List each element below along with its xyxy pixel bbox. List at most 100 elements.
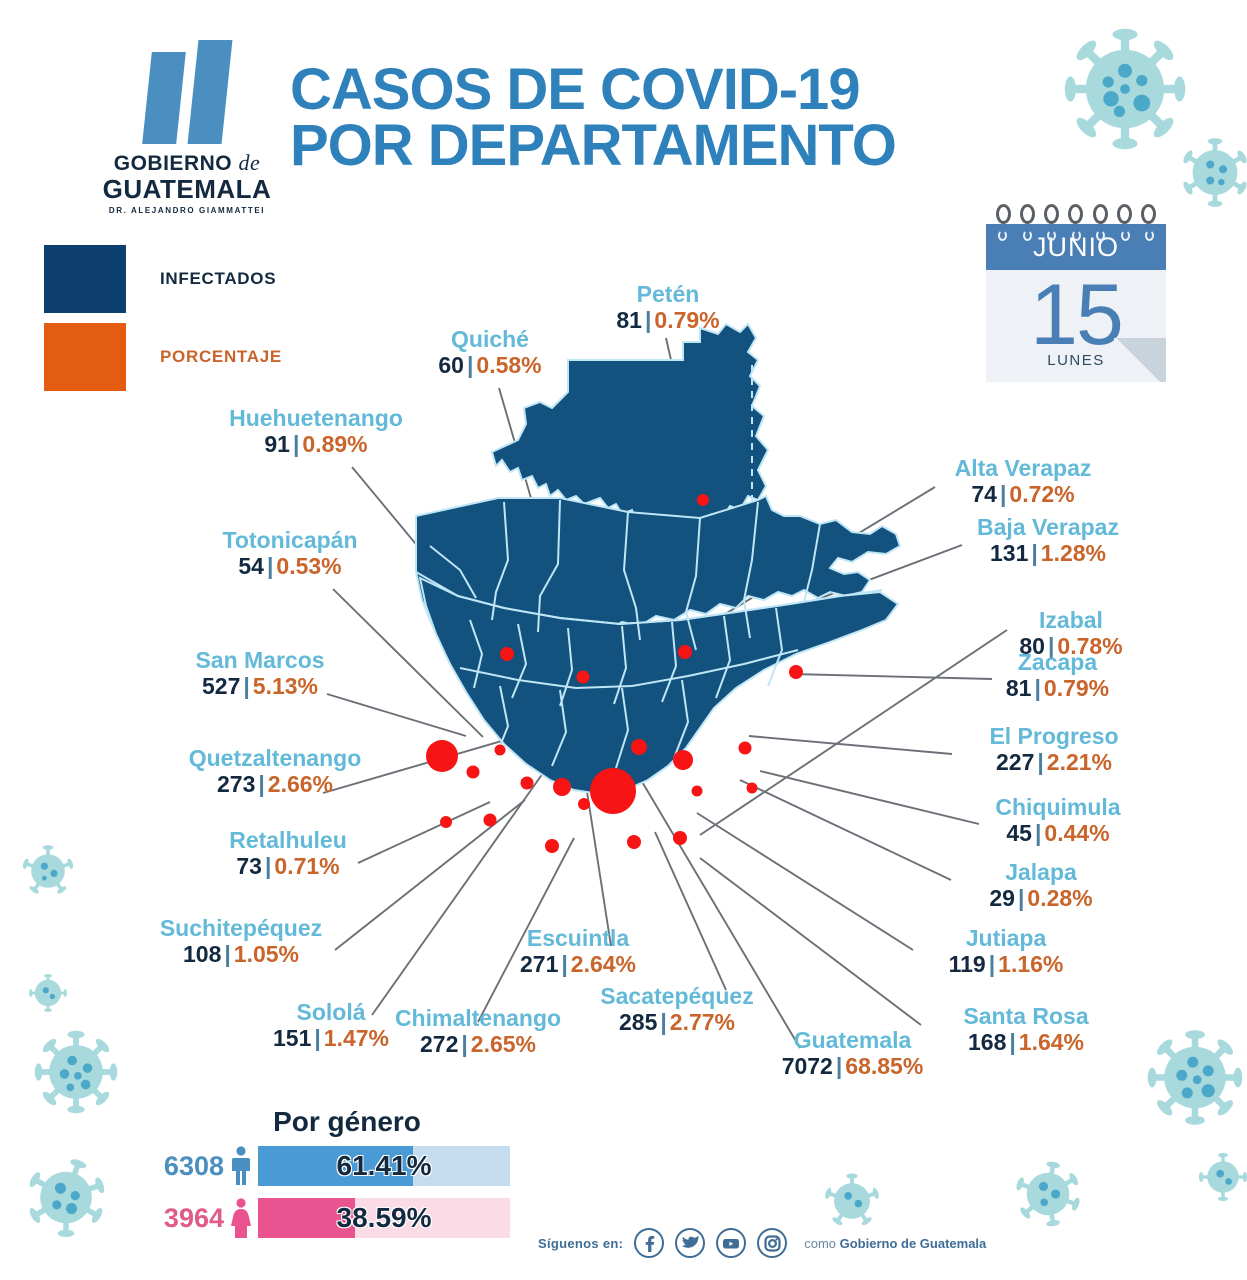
label-santa-rosa: Santa Rosa 168 | 1.64%	[916, 1003, 1136, 1056]
label-alta-verapaz-percent: 0.72%	[1009, 480, 1075, 507]
label-chiquimula-name: Chiquimula	[995, 794, 1121, 820]
label-el-progreso-name: El Progreso	[989, 723, 1119, 749]
map-dot-suchitepequez	[483, 813, 497, 827]
label-chimaltenango-percent: 2.65%	[470, 1030, 537, 1057]
label-san-marcos-name: San Marcos	[195, 647, 325, 673]
label-escuintla-name: Escuintla	[526, 925, 630, 951]
map-dot-alta-verapaz	[678, 645, 692, 659]
label-san-marcos: San Marcos 527 | 5.13%	[160, 647, 360, 700]
map-case-dots	[426, 494, 803, 853]
gender-row-female: 3964 38.59%	[140, 1196, 510, 1240]
map-dot-san-marcos	[426, 740, 458, 772]
label-peten-cases: 81	[616, 306, 642, 333]
label-peten-percent: 0.79%	[654, 306, 720, 333]
label-suchitepequez-percent: 1.05%	[233, 940, 300, 967]
virus-decoration-bottom-right	[1140, 1020, 1247, 1135]
legend-item-infected: INFECTADOS	[44, 240, 282, 318]
label-chimaltenango-name: Chimaltenango	[394, 1005, 562, 1031]
map-dot-zacapa	[738, 741, 752, 755]
government-logo: GOBIERNO de GUATEMALA DR. ALEJANDRO GIAM…	[72, 32, 302, 215]
label-quiche-cases: 60	[438, 351, 464, 378]
male-figure-icon	[224, 1146, 258, 1186]
label-jalapa: Jalapa 29 | 0.28%	[946, 859, 1136, 912]
male-count: 6308	[163, 1150, 224, 1181]
virus-decoration-bottom-2	[1010, 1155, 1086, 1233]
label-guatemala-cases: 7072	[781, 1052, 833, 1079]
map-dot-baja-verapaz	[631, 739, 647, 755]
label-jalapa-name: Jalapa	[1005, 859, 1077, 885]
calendar-weekday: LUNES	[1047, 352, 1105, 369]
calendar-page-fold	[1114, 338, 1166, 382]
label-santa-rosa-percent: 1.64%	[1018, 1028, 1085, 1055]
social-footer: Síguenos en: como Gobierno de Guatemala	[538, 1228, 986, 1258]
label-jutiapa-cases: 119	[948, 950, 986, 977]
map-dot-santa-rosa	[627, 835, 641, 849]
female-bar-fill	[258, 1198, 356, 1238]
label-escuintla-percent: 2.64%	[570, 950, 637, 977]
map-dot-quetzaltenango	[466, 765, 480, 779]
map-dot-el-progreso	[673, 750, 693, 770]
virus-decoration-left-4	[20, 1150, 112, 1245]
label-baja-verapaz-percent: 1.28%	[1040, 539, 1107, 566]
gender-title: Por género	[273, 1106, 421, 1137]
youtube-icon[interactable]	[716, 1228, 747, 1258]
label-quetzaltenango-name: Quetzaltenango	[188, 745, 362, 771]
logo-gobierno-line: GOBIERNO de	[113, 150, 261, 175]
label-baja-verapaz-cases: 131	[989, 539, 1029, 566]
virus-decoration-left-2	[26, 970, 70, 1016]
virus-decoration-top-right	[1055, 14, 1195, 164]
map-dot-retalhuleu	[440, 816, 452, 828]
label-totonicapan: Totonicapán 54 | 0.53%	[180, 527, 400, 580]
label-quiche-percent: 0.58%	[476, 351, 542, 378]
label-sacatepequez: Sacatepéquez 285 | 2.77%	[562, 983, 792, 1036]
label-sacatepequez-name: Sacatepéquez	[600, 983, 754, 1009]
map-dot-solola	[520, 776, 534, 790]
map-dot-jalapa	[691, 785, 703, 797]
label-jutiapa-percent: 1.16%	[998, 950, 1064, 977]
label-totonicapan-cases: 54	[238, 552, 264, 579]
map-dot-izabal	[789, 665, 803, 679]
label-chimaltenango-cases: 272	[419, 1030, 459, 1057]
label-totonicapan-name: Totonicapán	[222, 527, 358, 553]
label-baja-verapaz: Baja Verapaz 131 | 1.28%	[930, 514, 1166, 567]
facebook-icon[interactable]	[634, 1228, 665, 1258]
label-jutiapa: Jutiapa 119 | 1.16%	[906, 925, 1106, 978]
map-dot-jutiapa	[673, 831, 687, 845]
label-escuintla: Escuintla 271 | 2.64%	[478, 925, 678, 978]
virus-decoration-right-small	[1175, 130, 1247, 215]
map-dot-guatemala	[590, 768, 636, 814]
label-alta-verapaz-name: Alta Verapaz	[954, 455, 1092, 481]
map-dot-sacatepequez	[578, 798, 590, 810]
label-jutiapa-name: Jutiapa	[965, 925, 1047, 951]
instagram-icon[interactable]	[757, 1228, 788, 1258]
logo-guatemala-line: GUATEMALA	[102, 174, 272, 204]
logo-bars-icon	[72, 32, 302, 144]
label-chiquimula: Chiquimula 45 | 0.44%	[954, 794, 1162, 847]
virus-decoration-bottom-1	[820, 1168, 884, 1234]
label-guatemala: Guatemala 7072 | 68.85%	[740, 1027, 965, 1080]
logo-president-line: DR. ALEJANDRO GIAMMATTEI	[108, 206, 266, 215]
map-dot-huehuetenango	[500, 647, 514, 661]
calendar-rings-icon	[996, 204, 1156, 226]
twitter-icon[interactable]	[675, 1228, 706, 1258]
label-solola-cases: 151	[272, 1024, 312, 1051]
gender-row-male: 6308 61.41%	[140, 1144, 510, 1188]
label-guatemala-percent: 68.85%	[845, 1052, 924, 1079]
label-chiquimula-cases: 45	[1006, 819, 1032, 846]
label-retalhuleu-percent: 0.71%	[274, 852, 340, 879]
label-san-marcos-percent: 5.13%	[252, 672, 319, 699]
label-quetzaltenango: Quetzaltenango 273 | 2.66%	[150, 745, 400, 798]
map-dot-chiquimula	[746, 782, 758, 794]
label-quetzaltenango-percent: 2.66%	[267, 770, 334, 797]
label-san-marcos-cases: 527	[201, 672, 241, 699]
calendar-body: 15 LUNES	[986, 270, 1166, 382]
male-percent: 61.41%	[336, 1150, 432, 1181]
virus-decoration-left-3	[28, 1022, 124, 1122]
label-solola: Sololá 151 | 1.47%	[246, 999, 416, 1052]
label-izabal: Izabal 80 | 0.78%	[986, 607, 1156, 660]
calendar-day-number: 15	[1030, 270, 1124, 363]
label-santa-rosa-name: Santa Rosa	[963, 1003, 1089, 1029]
label-solola-percent: 1.47%	[323, 1024, 390, 1051]
label-retalhuleu-cases: 73	[236, 852, 262, 879]
